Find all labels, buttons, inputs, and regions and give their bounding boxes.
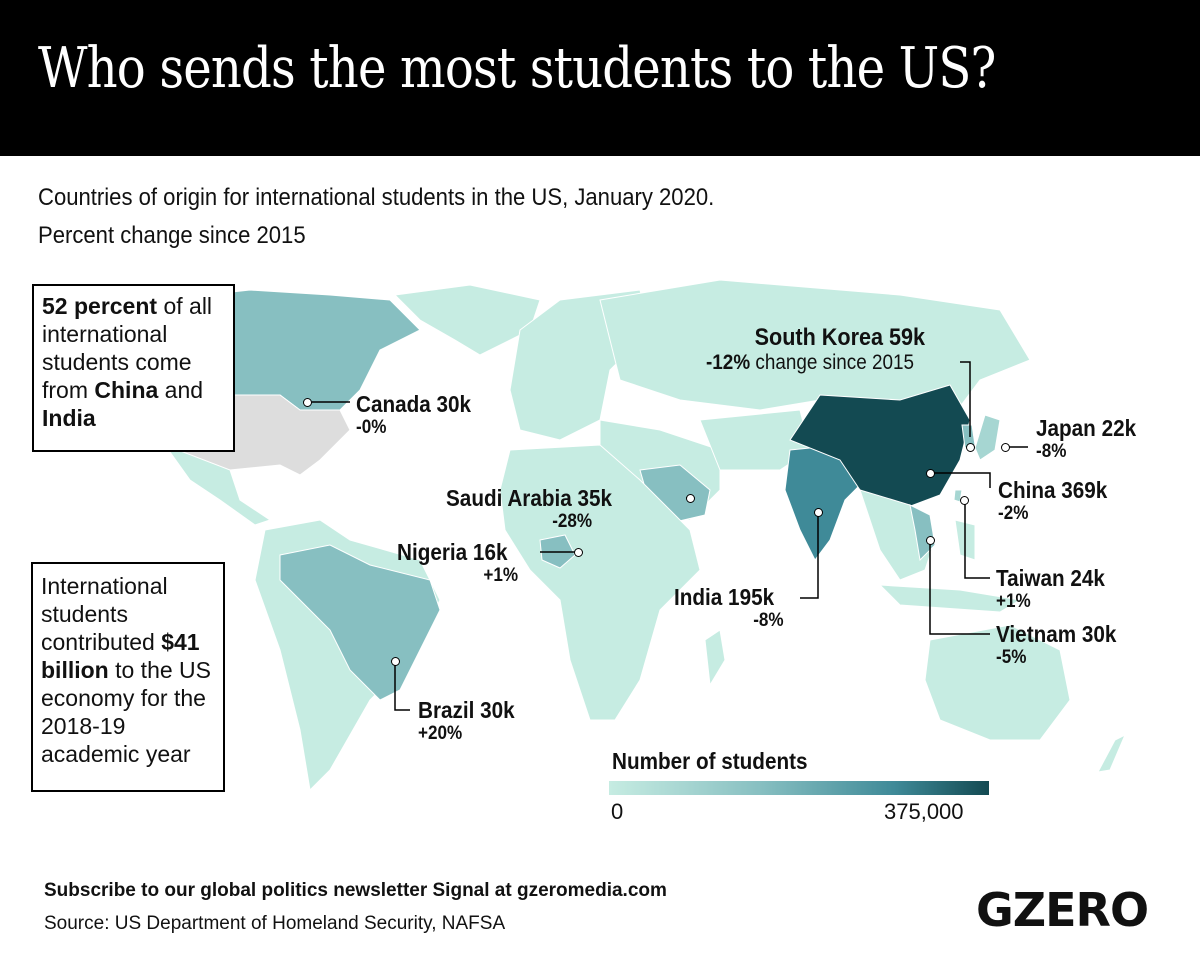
legend-title: Number of students	[612, 748, 808, 774]
japan-label: Japan 22k -8%	[1036, 415, 1137, 462]
india-label: India 195k -8%	[674, 584, 784, 631]
china-marker[interactable]	[926, 469, 935, 478]
gzero-logo: GZERO	[976, 883, 1149, 937]
subtitle-change-note: Percent change since 2015	[38, 222, 306, 249]
china-label: China 369k -2%	[998, 477, 1108, 524]
saudi-arabia-marker[interactable]	[686, 494, 695, 503]
taiwan-marker[interactable]	[960, 496, 969, 505]
brazil-marker[interactable]	[391, 657, 400, 666]
legend-color-scale	[609, 781, 989, 795]
page-title: Who sends the most students to the US?	[38, 36, 996, 101]
legend-max-value: 375,000	[884, 799, 964, 824]
saudi-arabia-label: Saudi Arabia 35k -28%	[446, 485, 613, 532]
canada-marker[interactable]	[303, 398, 312, 407]
taiwan-label: Taiwan 24k +1%	[996, 565, 1105, 612]
south-korea-label: South Korea 59k -12% change since 2015	[706, 324, 926, 375]
header-bar: Who sends the most students to the US?	[0, 0, 1200, 156]
south-korea-marker[interactable]	[966, 443, 975, 452]
nigeria-label: Nigeria 16k +1%	[397, 539, 519, 586]
india-marker[interactable]	[814, 508, 823, 517]
subscribe-text: Subscribe to our global politics newslet…	[44, 880, 667, 901]
brazil-label: Brazil 30k +20%	[418, 697, 515, 744]
vietnam-label: Vietnam 30k -5%	[996, 621, 1117, 668]
legend-min-value: 0	[611, 799, 624, 824]
economic-contribution-callout: International students contributed $41 b…	[31, 562, 225, 792]
china-india-share-callout: 52 percent of all international students…	[32, 284, 235, 452]
nigeria-marker[interactable]	[574, 548, 583, 557]
world-map	[159, 279, 1126, 792]
japan-marker[interactable]	[1001, 443, 1010, 452]
source-text: Source: US Department of Homeland Securi…	[44, 913, 506, 934]
vietnam-marker[interactable]	[926, 536, 935, 545]
canada-label: Canada 30k -0%	[356, 391, 472, 438]
subtitle: Countries of origin for international st…	[38, 184, 715, 211]
